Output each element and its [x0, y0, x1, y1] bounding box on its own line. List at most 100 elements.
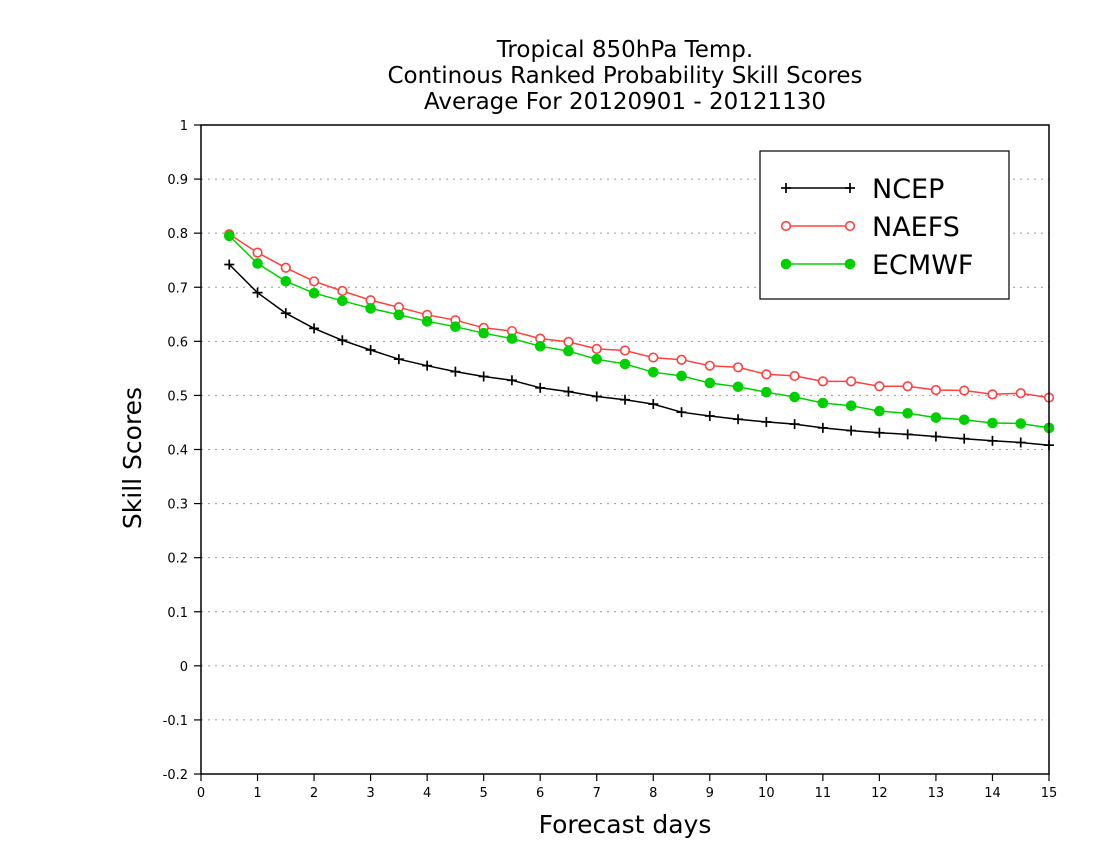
y-tick-label: 0 — [180, 660, 188, 675]
legend-marker-naefs — [780, 220, 792, 232]
data-point-naefs — [732, 362, 744, 373]
y-tick-label: 0.4 — [167, 444, 188, 459]
series-naefs — [224, 229, 1055, 403]
data-point-ecmwf — [958, 414, 970, 426]
data-point-ncep — [959, 433, 970, 444]
data-point-naefs — [252, 247, 263, 258]
data-point-ncep — [761, 416, 772, 427]
data-point-naefs — [280, 262, 291, 273]
data-point-ecmwf — [308, 287, 320, 299]
data-point-naefs — [959, 385, 970, 396]
data-point-naefs — [987, 389, 998, 400]
legend-entry-ecmwf: ECMWF — [780, 250, 973, 281]
data-point-ncep — [676, 407, 687, 418]
legend: NCEP NAEFS ECMWF — [759, 150, 1010, 300]
data-point-ncep — [478, 371, 489, 382]
data-point-ncep — [337, 335, 348, 346]
data-point-ecmwf — [337, 295, 348, 307]
x-tick-label: 8 — [649, 786, 657, 801]
data-point-ecmwf — [365, 303, 376, 314]
title-line-3: Average For 20120901 - 20121130 — [424, 89, 826, 115]
data-point-ecmwf — [676, 370, 687, 382]
data-point-ecmwf — [393, 309, 405, 321]
data-point-ecmwf — [845, 400, 857, 411]
data-point-naefs — [789, 370, 800, 382]
data-point-naefs — [761, 369, 772, 380]
data-point-ecmwf — [987, 417, 998, 429]
x-tick-label: 7 — [593, 786, 601, 801]
data-point-ecmwf — [223, 230, 235, 242]
data-point-naefs — [704, 360, 715, 371]
data-point-ecmwf — [874, 405, 885, 417]
data-point-ecmwf — [563, 345, 574, 357]
legend-label-ecmwf: ECMWF — [872, 250, 973, 281]
data-point-ncep — [789, 419, 800, 430]
data-point-naefs — [648, 352, 659, 363]
data-point-ecmwf — [421, 316, 433, 327]
y-tick-label: -0.2 — [163, 768, 188, 783]
data-point-ecmwf — [280, 276, 292, 287]
data-point-ncep — [874, 427, 885, 438]
x-tick-label: 14 — [984, 786, 1001, 801]
data-point-ncep — [987, 435, 998, 446]
y-tick-label: 0.9 — [167, 173, 188, 188]
y-tick-label: 0.7 — [167, 281, 188, 296]
y-tick-label: 0.6 — [167, 335, 188, 350]
data-point-ncep — [846, 425, 857, 436]
legend-marker-ecmwf — [844, 258, 856, 270]
title-line-2: Continous Ranked Probability Skill Score… — [387, 63, 862, 89]
data-point-ecmwf — [732, 381, 744, 393]
data-point-ecmwf — [478, 327, 489, 339]
y-tick-label: 0.2 — [167, 552, 188, 567]
legend-marker-ncep — [781, 183, 791, 193]
x-tick-label: 15 — [1041, 786, 1058, 801]
x-tick-label: 2 — [310, 786, 318, 801]
data-point-ncep — [733, 414, 744, 425]
data-point-ncep — [817, 422, 828, 433]
data-point-ncep — [704, 410, 715, 421]
data-point-ecmwf — [789, 391, 800, 403]
data-point-ncep — [506, 375, 517, 386]
data-point-naefs — [676, 354, 687, 365]
data-point-ncep — [902, 429, 913, 440]
data-point-ncep — [309, 323, 320, 334]
data-point-ecmwf — [252, 258, 263, 269]
y-tick-label: 0.8 — [167, 227, 188, 242]
legend-entry-naefs: NAEFS — [780, 212, 960, 243]
series-layer — [223, 229, 1055, 451]
data-point-ncep — [620, 394, 630, 405]
y-tick-label: -0.1 — [163, 714, 188, 729]
data-point-ncep — [930, 431, 941, 442]
data-point-naefs — [902, 381, 913, 392]
chart-title: Tropical 850hPa Temp. Continous Ranked P… — [387, 37, 862, 115]
series-ncep — [224, 259, 1054, 451]
y-tick-label: 1 — [180, 119, 188, 134]
data-point-naefs — [308, 276, 320, 287]
x-tick-label: 12 — [871, 786, 888, 801]
legend-label-naefs: NAEFS — [872, 212, 960, 243]
data-point-ncep — [450, 366, 461, 377]
axis-ticks: -0.2-0.100.10.20.30.40.50.60.70.80.910 1 2… — [163, 119, 1058, 801]
data-point-naefs — [817, 376, 828, 387]
legend-entry-ncep: NCEP — [781, 174, 944, 205]
legend-marker-ncep — [845, 183, 855, 193]
data-point-ncep — [422, 360, 433, 371]
data-point-naefs — [846, 376, 857, 387]
data-point-ncep — [280, 308, 291, 319]
data-point-ecmwf — [817, 397, 829, 409]
data-point-ecmwf — [450, 321, 461, 333]
data-point-naefs — [874, 381, 885, 392]
data-point-ecmwf — [647, 366, 659, 378]
data-point-ncep — [535, 382, 546, 393]
x-tick-label: 3 — [366, 786, 374, 801]
x-axis-label: Forecast days — [539, 810, 712, 839]
data-point-ecmwf — [1015, 418, 1027, 429]
series-ecmwf — [223, 230, 1055, 434]
x-tick-label: 4 — [423, 786, 431, 801]
x-tick-label: 10 — [758, 786, 775, 801]
data-point-naefs — [591, 343, 602, 355]
x-tick-label: 0 — [197, 786, 205, 801]
y-tick-label: 0.5 — [167, 389, 188, 404]
y-tick-label: 0.1 — [167, 606, 188, 621]
